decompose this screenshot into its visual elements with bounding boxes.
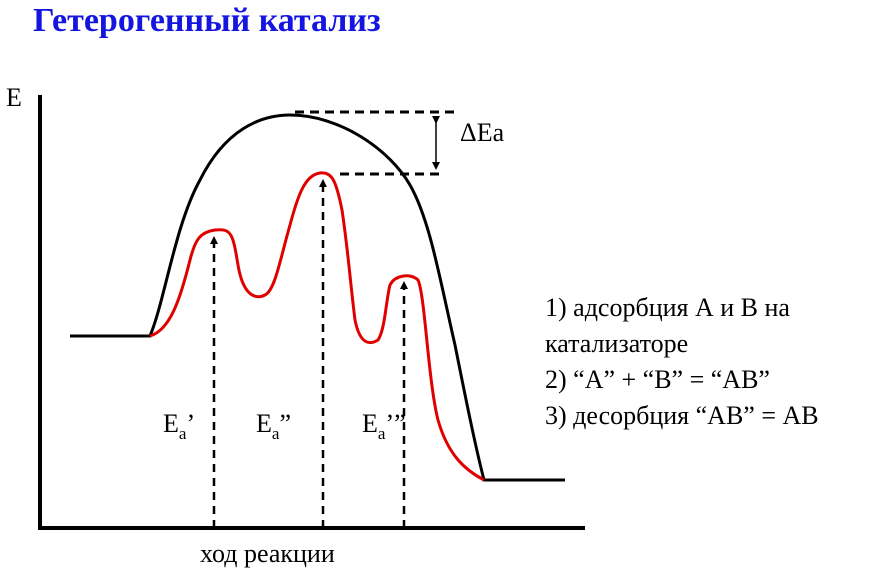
delta-ea-label: ΔEa xyxy=(460,118,505,147)
steps-list: 1) адсорбция А и В на катализаторе 2) “А… xyxy=(545,290,819,434)
step-1-line-1: 1) адсорбция А и В на xyxy=(545,293,790,322)
step-2: 2) “А” + “В” = “АВ” xyxy=(545,365,770,394)
x-axis-label: ход реакции xyxy=(200,539,335,568)
page-title: Гетерогенный катализ xyxy=(33,2,381,39)
barrier-label-1: Ea’ xyxy=(163,409,195,443)
barrier-label-3: Ea’” xyxy=(362,409,406,443)
barrier-label-2: Ea” xyxy=(256,409,291,443)
y-axis-label: E xyxy=(6,83,22,112)
step-3: 3) десорбция “АВ” = АВ xyxy=(545,401,819,430)
step-1-line-2: катализаторе xyxy=(545,329,689,358)
catalyzed-curve xyxy=(149,171,485,482)
uncatalyzed-curve xyxy=(70,113,565,482)
